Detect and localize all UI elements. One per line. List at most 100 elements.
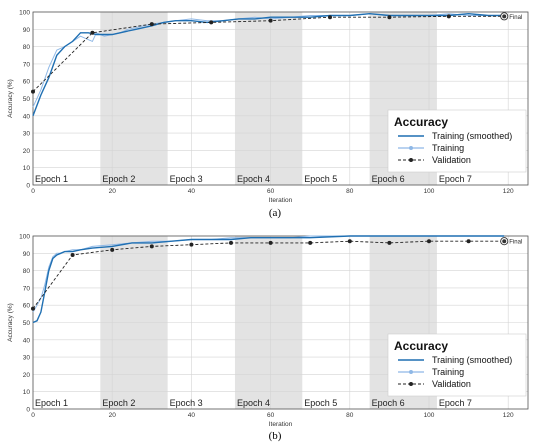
legend-title: Accuracy bbox=[394, 339, 448, 353]
training-smoothed-line bbox=[32, 12, 505, 117]
y-tick-label: 50 bbox=[23, 96, 31, 103]
legend-entry: Training (smoothed) bbox=[432, 355, 512, 365]
validation-point bbox=[149, 22, 154, 27]
y-axis-label: Accuracy (%) bbox=[7, 79, 14, 118]
y-tick-label: 10 bbox=[23, 389, 31, 396]
epoch-label: Epoch 2 bbox=[102, 174, 135, 184]
x-tick-label: 80 bbox=[346, 412, 354, 419]
x-tick-label: 60 bbox=[267, 188, 275, 195]
y-tick-label: 70 bbox=[23, 61, 31, 68]
caption-b: (b) bbox=[268, 430, 282, 442]
x-tick-label: 40 bbox=[188, 188, 196, 195]
x-tick-label: 0 bbox=[31, 188, 35, 195]
final-label: Final bbox=[509, 15, 522, 21]
epoch-label: Epoch 5 bbox=[304, 398, 337, 408]
accuracy-chart-b: Epoch 1 Epoch 2 Epoch 3 Epoch 4 Epoch 5 Epoch… bbox=[0, 224, 550, 429]
legend-swatch-validation-marker bbox=[409, 158, 413, 162]
x-tick-label: 80 bbox=[346, 188, 354, 195]
y-tick-label: 0 bbox=[26, 183, 30, 190]
final-marker-dot bbox=[502, 239, 507, 244]
y-tick-label: 100 bbox=[19, 234, 30, 241]
epoch-label: Epoch 7 bbox=[439, 398, 472, 408]
training-line bbox=[32, 235, 505, 313]
validation-point bbox=[90, 30, 95, 35]
y-tick-label: 100 bbox=[19, 10, 30, 17]
validation-point bbox=[149, 244, 154, 249]
epoch-label: Epoch 4 bbox=[237, 398, 270, 408]
x-tick-label: 60 bbox=[267, 412, 275, 419]
y-tick-label: 20 bbox=[23, 372, 31, 379]
epoch-label: Epoch 6 bbox=[372, 174, 405, 184]
y-tick-label: 80 bbox=[23, 268, 31, 275]
y-tick-label: 60 bbox=[23, 303, 31, 310]
validation-point bbox=[209, 20, 214, 25]
epoch-label: Epoch 4 bbox=[237, 174, 270, 184]
epoch-label: Epoch 3 bbox=[170, 174, 203, 184]
training-smoothed-line bbox=[32, 235, 505, 324]
y-tick-label: 30 bbox=[23, 131, 31, 138]
y-tick-label: 70 bbox=[23, 285, 31, 292]
validation-point bbox=[268, 240, 273, 245]
x-tick-label: 100 bbox=[424, 412, 435, 419]
axes-frame bbox=[32, 11, 529, 186]
y-tick-label: 90 bbox=[23, 27, 31, 34]
x-tick-label: 20 bbox=[109, 188, 117, 195]
x-axis-label: Iteration bbox=[269, 421, 293, 428]
y-tick-label: 30 bbox=[23, 355, 31, 362]
caption-a: (a) bbox=[268, 207, 282, 219]
validation-point bbox=[347, 239, 352, 244]
validation-point bbox=[70, 253, 75, 258]
epoch-label: Epoch 1 bbox=[35, 398, 68, 408]
legend-entry: Validation bbox=[432, 379, 471, 389]
x-tick-label: 120 bbox=[503, 412, 514, 419]
accuracy-chart-a: Epoch 1 Epoch 2 Epoch 3 Epoch 4 Epoch 5 Epoch… bbox=[0, 0, 550, 205]
validation-point bbox=[31, 89, 35, 94]
legend-title: Accuracy bbox=[394, 115, 448, 129]
y-tick-label: 40 bbox=[23, 113, 31, 120]
legend-entry: Training bbox=[432, 143, 464, 153]
final-marker-dot bbox=[502, 14, 507, 19]
epoch-label: Epoch 5 bbox=[304, 174, 337, 184]
validation-point bbox=[308, 240, 313, 245]
final-label: Final bbox=[509, 240, 522, 246]
epoch-label: Epoch 2 bbox=[102, 398, 135, 408]
y-tick-label: 40 bbox=[23, 337, 31, 344]
legend-swatch-training-marker bbox=[409, 370, 413, 374]
epoch-label: Epoch 7 bbox=[439, 174, 472, 184]
validation-point bbox=[189, 242, 194, 247]
y-tick-label: 10 bbox=[23, 165, 31, 172]
validation-point bbox=[446, 14, 451, 19]
epoch-label: Epoch 6 bbox=[372, 398, 405, 408]
y-tick-label: 50 bbox=[23, 320, 31, 327]
legend-swatch-validation-marker bbox=[409, 382, 413, 386]
y-tick-label: 20 bbox=[23, 148, 31, 155]
y-tick-label: 90 bbox=[23, 251, 31, 258]
y-tick-label: 80 bbox=[23, 44, 31, 51]
validation-point bbox=[110, 247, 115, 252]
validation-point bbox=[387, 240, 392, 245]
x-tick-label: 100 bbox=[424, 188, 435, 195]
accuracy-chart-a-svg: Epoch 1 Epoch 2 Epoch 3 Epoch 4 Epoch 5 Epoch… bbox=[7, 10, 529, 204]
x-tick-label: 20 bbox=[109, 412, 117, 419]
legend-entry: Validation bbox=[432, 155, 471, 165]
validation-point bbox=[466, 239, 471, 244]
y-tick-label: 60 bbox=[23, 79, 31, 86]
accuracy-chart-b-svg: Epoch 1 Epoch 2 Epoch 3 Epoch 4 Epoch 5 Epoch… bbox=[7, 234, 529, 428]
y-tick-label: 0 bbox=[26, 407, 30, 414]
validation-point bbox=[31, 306, 35, 311]
x-tick-label: 120 bbox=[503, 188, 514, 195]
epoch-label: Epoch 3 bbox=[170, 398, 203, 408]
y-axis-label: Accuracy (%) bbox=[7, 303, 14, 342]
legend-entry: Training bbox=[432, 367, 464, 377]
validation-point bbox=[427, 239, 431, 244]
validation-point bbox=[229, 240, 233, 245]
x-axis-label: Iteration bbox=[269, 197, 293, 204]
legend-swatch-training-marker bbox=[409, 146, 413, 150]
legend-entry: Training (smoothed) bbox=[432, 131, 512, 141]
validation-point bbox=[328, 15, 332, 20]
validation-point bbox=[268, 18, 273, 23]
x-tick-label: 0 bbox=[31, 412, 35, 419]
validation-point bbox=[387, 15, 392, 20]
epoch-label: Epoch 1 bbox=[35, 174, 68, 184]
x-tick-label: 40 bbox=[188, 412, 196, 419]
